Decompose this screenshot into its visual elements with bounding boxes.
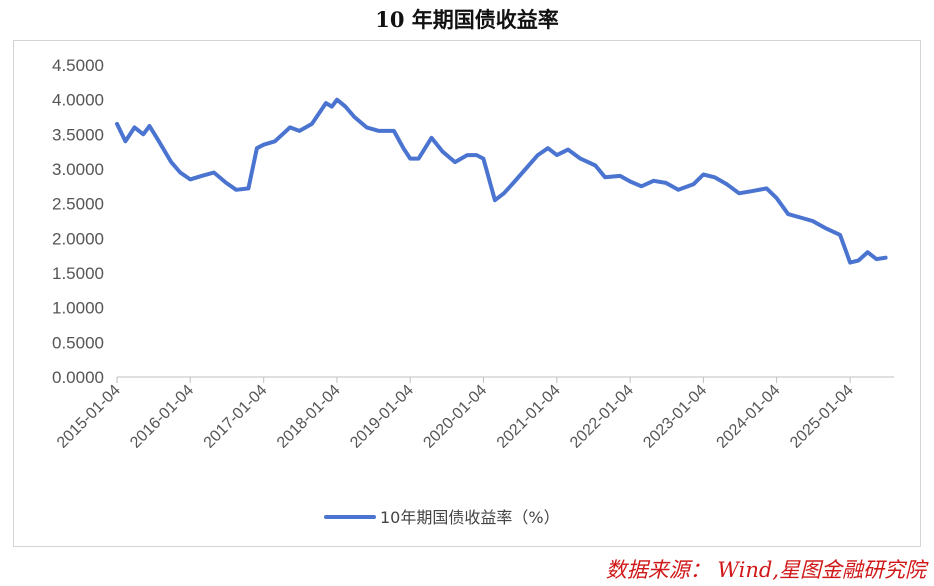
y-tick-label: 2.0000 (52, 229, 104, 248)
legend-label: 10年期国债收益率（%） (380, 508, 560, 527)
x-tick-label: 2020-01-04 (420, 382, 490, 452)
line-chart: 0.0000 0.5000 1.0000 1.5000 2.0000 2.5000 3.00… (52, 56, 894, 527)
x-tick-label: 2023-01-04 (640, 382, 710, 452)
y-tick-label: 4.5000 (52, 56, 104, 75)
chart-frame: 0.0000 0.5000 1.0000 1.5000 2.0000 2.5000 3.00… (13, 40, 921, 547)
chart-title: 10 年期国债收益率 (375, 7, 559, 32)
y-tick-label: 1.5000 (52, 264, 104, 283)
y-tick-label: 3.0000 (52, 160, 104, 179)
y-tick-label: 2.5000 (52, 195, 104, 214)
source-note: 数据来源： Wind,星图金融研究院 (605, 558, 926, 582)
y-tick-label: 3.5000 (52, 125, 104, 144)
y-tick-label: 0.5000 (52, 333, 104, 352)
y-tick-label: 0.0000 (52, 368, 104, 387)
x-tick-label: 2022-01-04 (567, 382, 637, 452)
y-tick-label: 1.0000 (52, 299, 104, 318)
x-tick-label: 2016-01-04 (127, 382, 197, 452)
x-tick-label: 2018-01-04 (274, 382, 344, 452)
x-tick-label: 2019-01-04 (347, 382, 417, 452)
x-tick-label: 2024-01-04 (714, 382, 784, 452)
x-tick-label: 2021-01-04 (494, 382, 564, 452)
series-line (115, 97, 888, 265)
x-tick-label: 2025-01-04 (787, 382, 857, 452)
y-tick-label: 4.0000 (52, 91, 104, 110)
x-tick-label: 2015-01-04 (54, 382, 124, 452)
x-tick-label: 2017-01-04 (201, 382, 271, 452)
